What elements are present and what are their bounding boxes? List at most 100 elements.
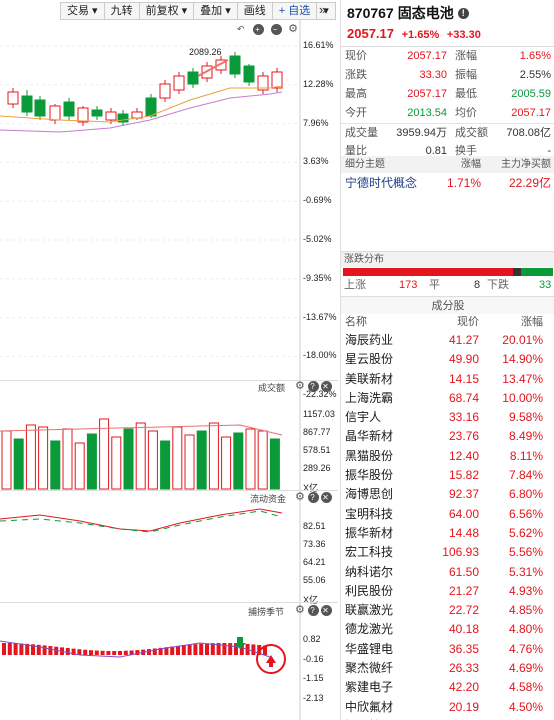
toolbar-nine-turn[interactable]: 九转 [105,3,140,19]
constituent-row[interactable]: 黑猫股份 12.40 8.11% [341,447,554,466]
stock-name: 德龙激光 [345,622,394,637]
zoom-in-icon[interactable]: + [253,24,265,35]
distribution-flat-segment [512,268,521,276]
distribution-title: 涨跌分布 [341,251,554,267]
gear-icon[interactable]: ⚙ [295,380,307,392]
expand-panel-icon[interactable]: » [319,2,327,17]
season-bar [210,643,215,655]
help-icon[interactable]: ? [308,605,319,616]
concept-header-net: 主力净买额 [501,159,551,170]
axis-tick-label: 82.51 [303,521,326,531]
constituent-row[interactable]: 宝明科技 64.00 6.56% [341,505,554,524]
gear-icon[interactable]: ⚙ [295,491,307,503]
concept-pct: 1.71% [446,176,481,190]
constituent-row[interactable]: 振华股份 15.82 7.84% [341,466,554,485]
stock-name: 振华新材 [345,525,394,540]
candle-body [271,71,283,89]
constituent-row[interactable]: 博众精工30.574.26% [341,717,554,720]
kline-chart [0,20,301,380]
season-bar [112,650,117,655]
candle-body [229,55,241,75]
header-name[interactable]: 名称 [345,316,367,328]
volume-bar [269,438,280,490]
header-price[interactable]: 现价 [457,316,479,328]
season-bar [129,650,134,655]
toolbar-draw-line[interactable]: 画线 [238,3,273,19]
constituent-row[interactable]: 振华新材 14.48 5.62% [341,524,554,543]
concept-row[interactable]: 宁德时代概念 1.71% 22.29亿 [341,173,554,193]
stock-price: 14.15 [448,371,479,386]
constituents-header: 名称 现价 涨幅 [341,314,554,331]
header-pct[interactable]: 涨幅 [521,316,543,328]
stat-label: 换手 [455,145,477,157]
info-icon[interactable]: ! [457,7,469,19]
up-arrow-icon [266,655,276,667]
flow-pane: 流动资金 ⚙? ✕ 82.51 73.36 64.21 55.06 X亿 [0,490,338,605]
stat-row: 涨跌 33.30 振幅 2.55% [341,66,554,85]
ma-line [0,91,283,133]
concept-name[interactable]: 宁德时代概念 [345,176,418,190]
add-favorite-button[interactable]: + 自选 [273,3,318,19]
constituent-row[interactable]: 海博思创 92.37 6.80% [341,485,554,504]
constituent-row[interactable]: 上海洗霸 68.74 10.00% [341,389,554,408]
candle-body [49,105,61,121]
season-bar [181,645,186,655]
constituent-row[interactable]: 海辰药业 41.27 20.01% [341,331,554,350]
constituent-row[interactable]: 美联新材 14.15 13.47% [341,370,554,389]
season-bar [106,650,111,655]
stock-change: 13.47% [502,371,543,386]
volume-bar [147,430,158,490]
stock-change: 4.58% [508,680,543,695]
constituent-row[interactable]: 华盛锂电 36.35 4.76% [341,640,554,659]
constituent-row[interactable]: 聚杰微纤 26.33 4.69% [341,659,554,678]
undo-icon[interactable]: ↶ [237,24,247,34]
close-icon[interactable]: ✕ [321,381,332,392]
constituent-row[interactable]: 中欣氟材 20.19 4.50% [341,698,554,717]
change-percent: +1.65% [401,29,440,41]
quote-line: 2057.17 +1.65% +33.30 [347,26,554,41]
close-icon[interactable]: ✕ [321,605,332,616]
season-bar [31,644,35,655]
stat-value: 2.55% [519,69,551,81]
stock-price: 26.33 [448,661,479,676]
stock-price: 106.93 [442,545,479,560]
axis-tick-label: -18.00% [303,350,337,361]
stat-row: 现价 2057.17 涨幅 1.65% [341,47,554,66]
stock-name: 信宇人 [345,410,382,425]
toolbar-overlay-menu[interactable]: 叠加 ▾ [194,3,238,19]
help-icon[interactable]: ? [308,492,319,503]
constituent-row[interactable]: 晶华新材 23.76 8.49% [341,427,554,446]
gear-icon[interactable]: ⚙ [288,23,300,35]
close-icon[interactable]: ✕ [321,492,332,503]
stock-name: 聚杰微纤 [345,661,394,676]
toolbar-trade-menu[interactable]: 交易 ▾ [61,3,105,19]
flow-chart [0,491,301,603]
constituent-row[interactable]: 信宇人 33.16 9.58% [341,408,554,427]
stock-name: 黑猫股份 [345,448,394,463]
stock-name: 中欣氟材 [345,699,394,714]
zoom-out-icon[interactable]: − [270,24,282,35]
help-icon[interactable]: ? [308,381,319,392]
constituent-row[interactable]: 德龙激光 40.18 4.80% [341,620,554,639]
toolbar-adjust-menu[interactable]: 前复权 ▾ [140,3,195,19]
constituent-row[interactable]: 利民股份 21.27 4.93% [341,582,554,601]
season-bar [118,650,122,655]
stat-value: 2013.54 [407,107,447,119]
axis-tick-label: 73.36 [303,539,326,549]
constituent-row[interactable]: 纳科诺尔 61.50 5.31% [341,563,554,582]
season-bar [94,650,99,655]
current-price: 2057.17 [347,26,394,41]
season-bar [158,647,163,655]
volume-bar [160,440,171,490]
constituent-row[interactable]: 紫建电子 42.20 4.58% [341,678,554,697]
stock-change: 5.62% [508,525,543,540]
gear-icon[interactable]: ⚙ [295,604,307,616]
toolbar-more-dropdown[interactable]: ▾ [323,5,329,17]
axis-tick-label: -5.02% [303,234,332,244]
constituent-row[interactable]: 联赢激光 22.72 4.85% [341,601,554,620]
distribution-legend: 上涨 173 平 8 下跌 33 [341,277,554,293]
constituent-row[interactable]: 星云股份 49.90 14.90% [341,350,554,369]
candle-body [7,91,19,105]
constituent-row[interactable]: 宏工科技 106.93 5.56% [341,543,554,562]
stock-price: 12.40 [448,448,479,463]
